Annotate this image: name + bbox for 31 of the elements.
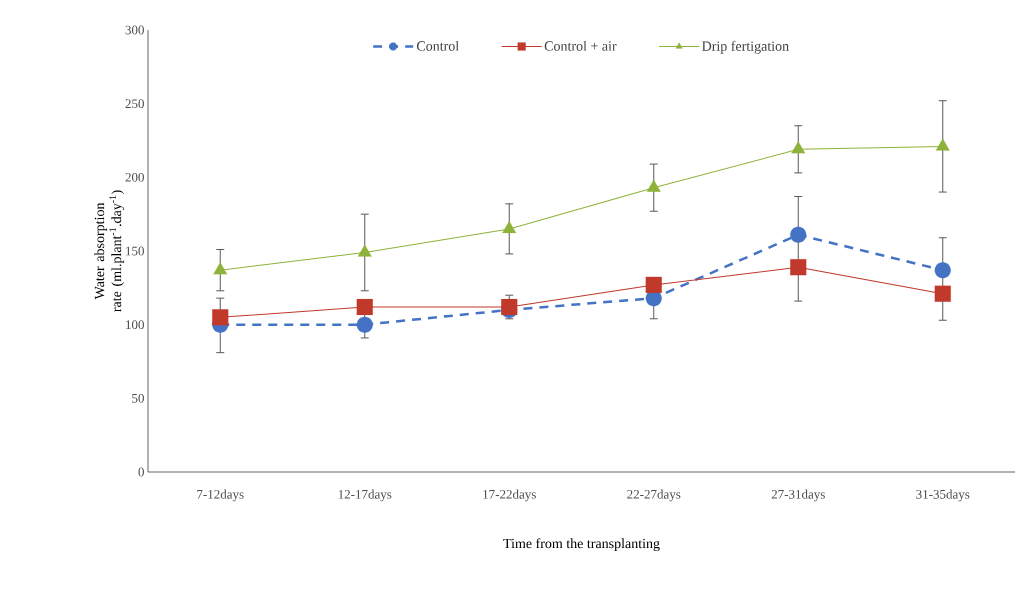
y-tick-label: 300 (125, 25, 144, 35)
legend-label: Control (416, 40, 459, 51)
point (934, 285, 951, 302)
point (357, 244, 372, 257)
point (791, 141, 806, 154)
point (935, 138, 950, 151)
x-tick-label: 12-17days (338, 489, 392, 502)
point (502, 220, 517, 233)
point (645, 276, 662, 293)
y-tick-label: 150 (126, 246, 144, 256)
point (212, 309, 229, 326)
y-tick-label: 200 (125, 172, 144, 182)
point (356, 316, 373, 333)
x-tick-label: 22-27days (627, 489, 681, 502)
x-axis-title: Time from the transplanting (503, 538, 660, 552)
point (213, 262, 228, 275)
x-tick-label: 7-12days (197, 489, 244, 502)
x-tick-label: 27-31days (771, 489, 825, 502)
y-tick-label: 100 (126, 320, 144, 330)
point (646, 179, 661, 192)
point (934, 262, 951, 279)
legend-label: Drip fertigation (702, 40, 789, 54)
point (356, 298, 373, 316)
point (790, 259, 807, 276)
legend-label: Control + air (544, 40, 617, 51)
y-tick-label: 50 (132, 393, 144, 403)
y-tick-label: 0 (138, 467, 144, 477)
y-tick-label: 250 (125, 99, 144, 109)
x-tick-label: 17-22days (483, 489, 536, 502)
point (790, 226, 807, 243)
x-tick-label: 31-35days (916, 489, 970, 502)
